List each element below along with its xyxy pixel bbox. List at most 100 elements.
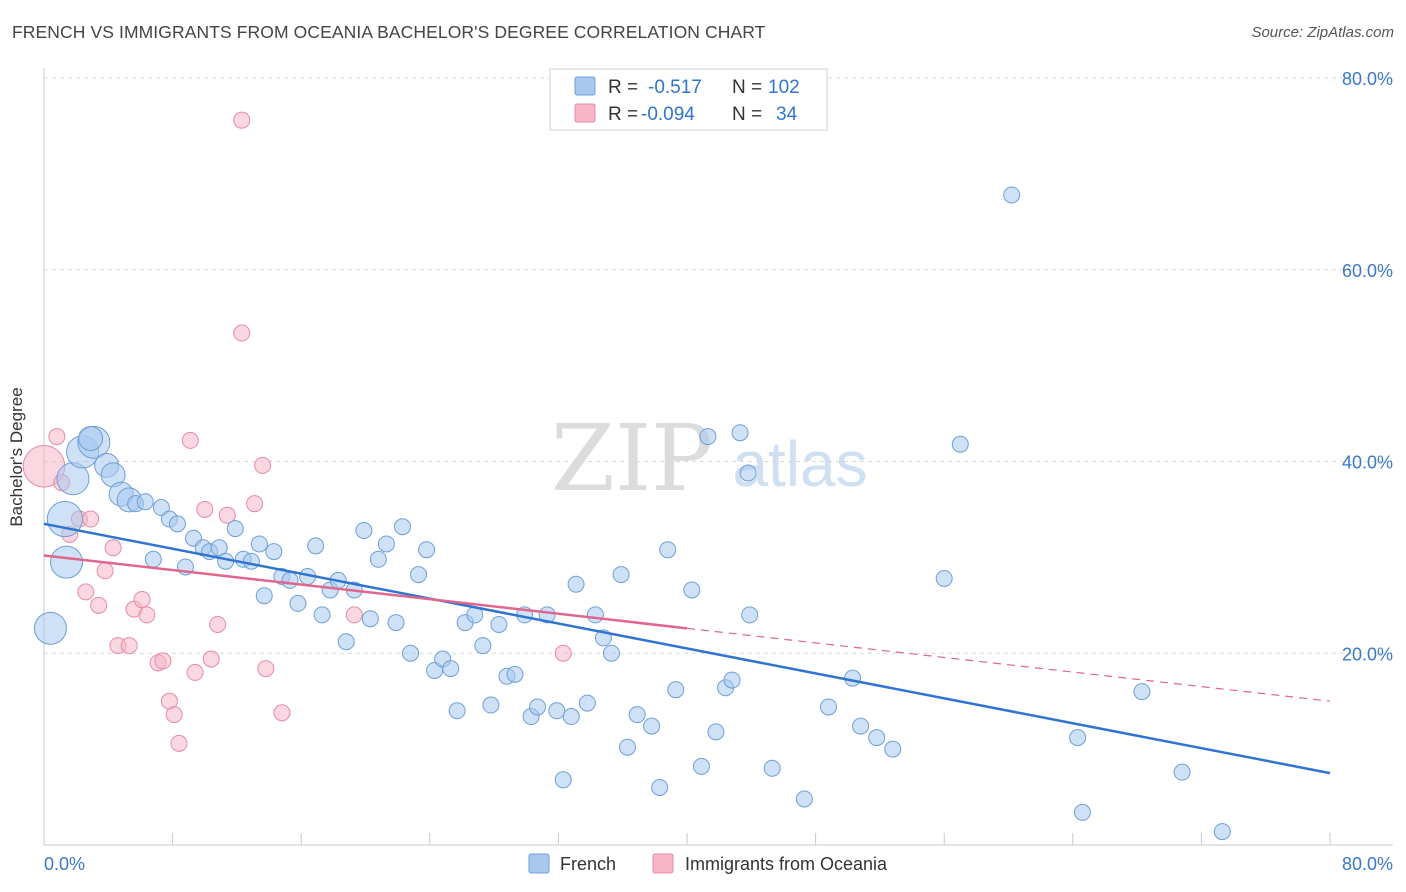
point-french (251, 536, 267, 552)
point-french (1214, 824, 1230, 840)
point-french (378, 536, 394, 552)
point-french (885, 741, 901, 757)
y-axis-label: Bachelor's Degree (7, 387, 27, 526)
point-french (740, 465, 756, 481)
legend-r-value-oceania: -0.094 (641, 104, 695, 125)
point-french (936, 570, 952, 586)
series-legend-swatch-oceania (653, 854, 673, 873)
series-legend-label-oceania: Immigrants from Oceania (685, 854, 888, 874)
point-oceania (182, 432, 198, 448)
point-oceania (555, 645, 571, 661)
point-french (708, 724, 724, 740)
series-legend: French Immigrants from Oceania (529, 854, 888, 874)
point-french (356, 523, 372, 539)
legend-swatch-french (575, 77, 595, 95)
point-french (563, 709, 579, 725)
point-french (764, 760, 780, 776)
watermark-atlas: atlas (732, 428, 867, 500)
point-french (362, 611, 378, 627)
x-ticks (44, 833, 1330, 845)
point-oceania (346, 607, 362, 623)
point-french (629, 707, 645, 723)
point-oceania (139, 607, 155, 623)
point-oceania (203, 651, 219, 667)
point-french (549, 703, 565, 719)
point-french (530, 699, 546, 715)
point-oceania (258, 661, 274, 677)
point-french (568, 576, 584, 592)
legend-r-label-oceania: R = (608, 104, 638, 125)
point-oceania (91, 597, 107, 613)
point-oceania (234, 325, 250, 341)
point-oceania (121, 638, 137, 654)
legend-n-label-french: N = (732, 77, 762, 98)
point-french (282, 572, 298, 588)
point-french (145, 551, 161, 567)
point-french (603, 645, 619, 661)
point-french (652, 779, 668, 795)
trend-line-french (44, 524, 1330, 773)
point-french (403, 645, 419, 661)
legend-r-label-french: R = (608, 77, 638, 98)
x-tick-label-max: 80.0% (1342, 854, 1393, 874)
series-legend-label-french: French (560, 854, 616, 874)
point-oceania (274, 705, 290, 721)
point-french (34, 612, 66, 644)
legend-r-value-french: -0.517 (648, 77, 702, 98)
trend-line-oceania-extension (687, 628, 1330, 701)
point-french (266, 544, 282, 560)
series-legend-swatch-french (529, 854, 549, 873)
point-oceania (210, 616, 226, 632)
point-french (507, 666, 523, 682)
y-tick-label: 80.0% (1342, 69, 1393, 89)
point-french (820, 699, 836, 715)
point-french (700, 429, 716, 445)
point-french (660, 542, 676, 558)
point-french (483, 697, 499, 713)
scatter-chart: ZIP atlas 20.0% 40.0% 60.0% 80.0% 0.0% 80.0%… (0, 0, 1406, 892)
point-french (79, 426, 103, 450)
point-french (388, 615, 404, 631)
legend-n-value-french: 102 (768, 77, 800, 98)
point-french (419, 542, 435, 558)
y-tick-labels: 20.0% 40.0% 60.0% 80.0% (1342, 69, 1393, 664)
point-french (169, 516, 185, 532)
point-french (845, 670, 861, 686)
point-french (1004, 187, 1020, 203)
point-french (491, 616, 507, 632)
point-french (338, 634, 354, 650)
point-oceania (187, 664, 203, 680)
point-french (256, 588, 272, 604)
watermark-zip: ZIP (551, 405, 713, 512)
stats-legend: R = -0.517 N = 102 R = -0.094 N = 34 (550, 69, 827, 130)
point-french (724, 672, 740, 688)
point-french (1134, 684, 1150, 700)
point-french (1074, 804, 1090, 820)
point-french (869, 730, 885, 746)
point-oceania (78, 584, 94, 600)
point-french (243, 553, 259, 569)
point-french (620, 739, 636, 755)
y-tick-label: 60.0% (1342, 261, 1393, 281)
point-french (742, 607, 758, 623)
point-french (290, 595, 306, 611)
point-oceania (97, 563, 113, 579)
watermark: ZIP atlas (551, 405, 868, 512)
point-french (644, 718, 660, 734)
x-tick-label-min: 0.0% (44, 854, 85, 874)
point-french (443, 661, 459, 677)
point-french (684, 582, 700, 598)
point-oceania (197, 501, 213, 517)
legend-n-label-oceania: N = (732, 104, 762, 125)
point-french (853, 718, 869, 734)
legend-n-value-oceania: 34 (776, 104, 798, 125)
y-tick-label: 40.0% (1342, 453, 1393, 473)
point-french (370, 551, 386, 567)
point-french (51, 546, 83, 578)
point-french (587, 607, 603, 623)
point-oceania (247, 496, 263, 512)
point-french (394, 519, 410, 535)
y-tick-label: 20.0% (1342, 644, 1393, 664)
point-oceania (255, 457, 271, 473)
point-french (668, 682, 684, 698)
